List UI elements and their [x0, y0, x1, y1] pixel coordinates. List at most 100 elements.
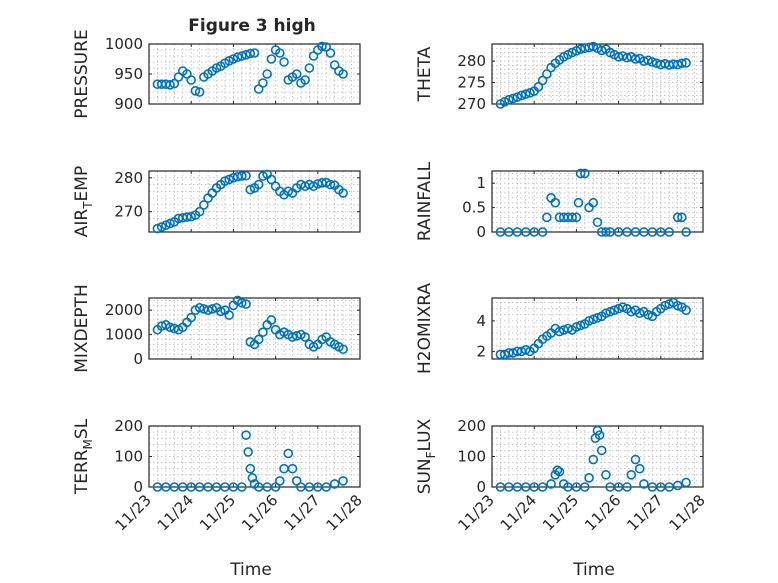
y-tick-label: 2000: [105, 301, 143, 319]
data-point: [165, 218, 175, 229]
data-point: [681, 58, 691, 68]
data-point: [618, 302, 628, 312]
data-point: [194, 206, 205, 217]
data-point: [249, 48, 260, 58]
x-tick-label: 11/25: [539, 491, 582, 534]
data-point: [588, 454, 599, 465]
data-point: [634, 463, 645, 474]
data-point: [224, 174, 234, 185]
data-point: [300, 332, 310, 342]
data-point: [546, 479, 556, 489]
data-point: [266, 54, 277, 64]
y-tick-label: 4: [476, 312, 486, 330]
y-axis-label: H2OMIXRA: [415, 283, 435, 374]
data-point: [338, 344, 348, 355]
data-point: [220, 176, 230, 186]
data-point: [504, 94, 514, 105]
x-tick-label: 11/27: [280, 491, 323, 534]
data-point: [592, 425, 603, 436]
data-point: [186, 75, 196, 85]
data-point: [338, 476, 348, 486]
data-point: [660, 300, 670, 311]
data-point: [571, 212, 582, 223]
y-axis-label: TERRMSL: [72, 418, 95, 495]
data-point: [601, 308, 611, 319]
data-point: [325, 48, 336, 58]
y-tick-label: 1000: [105, 326, 143, 344]
data-point: [253, 334, 264, 345]
data-point: [338, 188, 348, 198]
data-point: [677, 58, 687, 69]
data-point: [575, 320, 586, 331]
data-point: [329, 479, 340, 489]
data-point: [304, 63, 315, 73]
data-point: [584, 473, 594, 483]
data-point: [203, 305, 213, 316]
data-point: [672, 212, 683, 223]
data-point: [161, 220, 171, 231]
data-point: [237, 51, 247, 61]
data-point: [580, 168, 590, 179]
y-tick-label: 0.5: [462, 199, 486, 217]
y-tick-label: 900: [114, 95, 143, 113]
data-point: [588, 314, 599, 325]
data-point: [573, 197, 584, 208]
axes-frame: [491, 297, 704, 360]
data-point: [237, 171, 247, 181]
x-tick-label: 11/26: [238, 491, 281, 534]
x-tick-label: 11/28: [323, 491, 366, 534]
data-point: [245, 184, 256, 195]
y-tick-label: 2: [476, 342, 486, 360]
data-point: [321, 482, 332, 492]
data-point: [533, 82, 544, 92]
data-point: [182, 212, 192, 222]
data-point: [283, 448, 294, 459]
data-point: [243, 447, 253, 457]
data-point: [300, 75, 310, 85]
data-point: [325, 179, 336, 190]
data-point: [681, 227, 691, 237]
data-point: [279, 57, 289, 67]
x-tick-label: 11/23: [112, 491, 155, 534]
x-tick-label: 11/27: [623, 491, 666, 534]
y-tick-label: 0: [133, 478, 143, 496]
data-point: [592, 313, 603, 323]
data-point: [165, 80, 175, 90]
x-tick-label: 11/24: [497, 491, 540, 534]
y-tick-label: 200: [457, 417, 486, 435]
x-tick-label: 11/23: [455, 491, 498, 534]
data-point: [601, 469, 611, 480]
data-point: [253, 179, 264, 190]
data-point: [266, 174, 277, 185]
data-point: [508, 93, 518, 104]
data-point: [199, 200, 209, 210]
data-point: [672, 300, 683, 311]
data-point: [287, 463, 298, 474]
data-point: [165, 322, 175, 333]
data-point: [630, 454, 641, 465]
data-point: [584, 316, 594, 326]
data-point: [247, 473, 258, 483]
data-point: [681, 305, 691, 316]
y-axis-label: AIRTEMP: [72, 166, 95, 237]
y-tick-label: 275: [457, 74, 486, 92]
x-tick-label: 11/26: [581, 491, 624, 534]
data-point: [291, 69, 302, 79]
data-point: [186, 211, 196, 222]
data-point: [605, 306, 615, 317]
data-point: [275, 476, 285, 486]
data-point: [575, 168, 586, 179]
data-point: [194, 87, 205, 97]
y-tick-label: 280: [457, 52, 486, 70]
y-axis-label: RAINFALL: [415, 161, 435, 241]
y-tick-label: 0: [133, 350, 143, 368]
data-point: [567, 212, 577, 223]
data-point: [571, 322, 582, 332]
x-axis-label-left: Time: [229, 560, 272, 580]
data-point: [580, 482, 590, 492]
data-point: [237, 298, 247, 308]
axes-frame: [148, 170, 361, 233]
subplot-h2omixra: 2 4 H2OMIXRA: [415, 283, 704, 374]
data-point: [258, 78, 268, 88]
